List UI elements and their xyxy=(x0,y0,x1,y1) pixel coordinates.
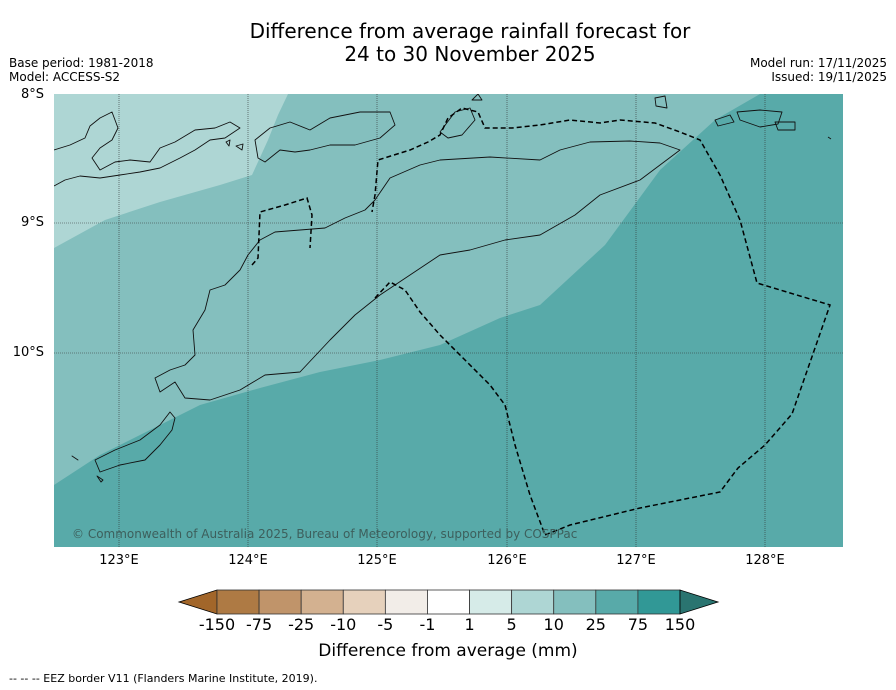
colorbar-swatch xyxy=(469,589,513,615)
colorbar-extend-low xyxy=(177,589,218,615)
eez-oecusse xyxy=(251,197,313,266)
coastline-timor xyxy=(154,140,681,401)
coastline-small-isle-2 xyxy=(71,455,79,461)
colorbar-swatch xyxy=(216,589,260,615)
lon-label-124e: 124°E xyxy=(228,553,268,568)
chart-title: Difference from average rainfall forecas… xyxy=(0,20,896,66)
base-period: Base period: 1981-2018 xyxy=(9,56,154,70)
lat-label-9s: 9°S xyxy=(20,215,44,230)
model-run: Model run: 17/11/2025 xyxy=(749,56,887,70)
coastline-lakor xyxy=(774,121,796,131)
title-line-1: Difference from average rainfall forecas… xyxy=(249,19,691,43)
colorbar-swatch xyxy=(258,589,302,615)
colorbar-tick-label: -1 xyxy=(419,615,436,634)
rainfall-band-5-10 xyxy=(54,94,288,248)
colorbar-swatch xyxy=(342,589,386,615)
issued-date: Issued: 19/11/2025 xyxy=(771,70,887,84)
eez-timor-leste xyxy=(371,107,831,536)
meta-left: Base period: 1981-2018 Model: ACCESS-S2 xyxy=(9,56,154,84)
coastline-moa xyxy=(736,109,783,128)
lon-label-127e: 127°E xyxy=(616,553,656,568)
coastline-islet-d xyxy=(827,136,832,140)
colorbar-extend-high xyxy=(679,589,720,615)
colorbar-label: Difference from average (mm) xyxy=(318,641,578,661)
coastlines xyxy=(54,94,832,483)
lon-label-123e: 123°E xyxy=(99,553,139,568)
lon-label-126e: 126°E xyxy=(487,553,527,568)
colorbar-tick-label: -75 xyxy=(246,615,273,634)
colorbar-swatch xyxy=(553,589,597,615)
model-name: Model: ACCESS-S2 xyxy=(9,70,121,84)
coastline-leti xyxy=(714,114,735,127)
title-line-2: 24 to 30 November 2025 xyxy=(344,42,596,66)
colorbar-tick-label: 75 xyxy=(627,615,649,634)
coastline-islet-c xyxy=(471,94,483,101)
lat-label-8s: 8°S xyxy=(20,87,44,102)
coastline-alor xyxy=(254,111,396,163)
colorbar-swatch xyxy=(300,589,344,615)
colorbar-tick-label: -5 xyxy=(377,615,394,634)
colorbar-tick-label: -25 xyxy=(288,615,315,634)
colorbar-swatch xyxy=(637,589,681,615)
colorbar-swatch xyxy=(427,589,470,615)
coastline-flores xyxy=(54,111,241,187)
lat-label-10s: 10°S xyxy=(12,345,44,360)
colorbar-swatch xyxy=(511,589,555,615)
colorbar-swatch xyxy=(595,589,639,615)
coastline-kisar-1 xyxy=(654,95,668,109)
eez-border xyxy=(251,107,831,536)
colorbar-swatch xyxy=(384,589,428,615)
colorbar-tick-label: 10 xyxy=(543,615,564,634)
lon-label-125e: 125°E xyxy=(357,553,397,568)
coastline-islet-b xyxy=(225,139,231,147)
eez-legend-note: -- -- -- EEZ border V11 (Flanders Marine… xyxy=(9,672,318,685)
meta-right: Model run: 17/11/2025 Issued: 19/11/2025 xyxy=(750,56,887,84)
coastline-islet-a xyxy=(235,143,244,151)
copyright-notice: © Commonwealth of Australia 2025, Bureau… xyxy=(72,527,577,541)
colorbar-tick-label: -150 xyxy=(198,615,236,634)
coastline-wetar xyxy=(439,107,476,139)
colorbar xyxy=(177,589,720,615)
coastline-small-isle-1 xyxy=(96,475,104,483)
lon-label-128e: 128°E xyxy=(745,553,785,568)
map-area: © Commonwealth of Australia 2025, Bureau… xyxy=(54,94,843,547)
rainfall-band-10-25 xyxy=(54,94,760,485)
colorbar-tick-label: 25 xyxy=(585,615,606,634)
graticule xyxy=(54,94,843,547)
colorbar-tick-label: -10 xyxy=(330,615,357,634)
colorbar-tick-label: 1 xyxy=(464,615,475,634)
coastline-rote xyxy=(94,411,176,473)
colorbar-tick-label: 150 xyxy=(664,615,696,634)
colorbar-tick-label: 5 xyxy=(506,615,517,634)
